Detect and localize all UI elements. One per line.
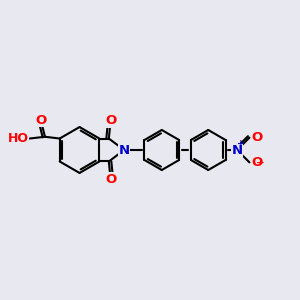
Text: O: O [105,114,116,128]
Text: O: O [35,114,46,127]
Text: HO: HO [8,132,29,145]
Text: O: O [251,156,262,169]
Text: O: O [251,131,262,144]
Text: N: N [232,143,243,157]
Text: N: N [118,143,130,157]
Text: +: + [237,139,245,148]
Text: −: − [256,158,265,167]
Text: O: O [105,172,116,186]
